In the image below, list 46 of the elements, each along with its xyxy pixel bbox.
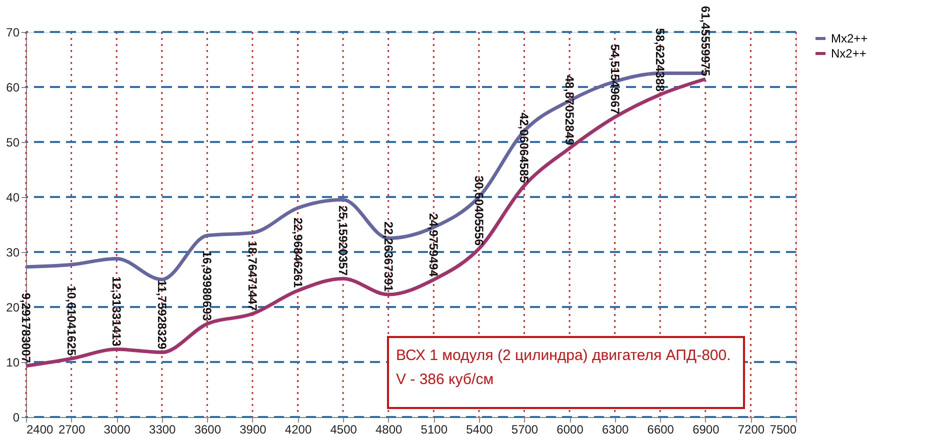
data-label: 11,75928329 bbox=[154, 280, 169, 350]
x-tick-label: 6900 bbox=[692, 422, 720, 436]
data-label: 22,26367391 bbox=[381, 221, 396, 292]
y-tick-label: 20 bbox=[6, 300, 20, 314]
annotation: V - 386 куб/см bbox=[396, 371, 494, 388]
y-tick-label: 30 bbox=[6, 246, 20, 260]
data-label: 25,15920357 bbox=[336, 206, 350, 276]
x-tick-label: 3000 bbox=[104, 422, 131, 436]
x-tick-label: 3900 bbox=[240, 422, 267, 436]
data-label: 58,6224388 bbox=[653, 28, 668, 92]
y-tick-label: 10 bbox=[6, 356, 20, 370]
data-label: 24,9759494 bbox=[426, 213, 441, 277]
x-tick-label: 3300 bbox=[149, 422, 176, 436]
x-tick-label: 7200 bbox=[738, 422, 765, 436]
y-tick-label: 40 bbox=[6, 190, 20, 204]
legend-label: Nx2++ bbox=[831, 46, 866, 60]
x-tick-label: 4500 bbox=[330, 422, 358, 436]
data-label: 54,51549667 bbox=[608, 44, 622, 114]
x-tick-label: 7500 bbox=[770, 422, 797, 436]
x-tick-label: 6300 bbox=[602, 422, 629, 436]
data-label: 9,291783007 bbox=[19, 292, 33, 364]
x-tick-label: 6000 bbox=[556, 422, 584, 436]
x-tick-label: 5700 bbox=[511, 422, 538, 436]
data-label: 10,61041625 bbox=[64, 286, 78, 356]
x-tick-label: 6600 bbox=[647, 422, 674, 436]
data-label: 16,93980693 bbox=[200, 250, 214, 322]
x-tick-label: 4800 bbox=[376, 422, 403, 436]
data-label: 30,60405556 bbox=[472, 176, 486, 246]
data-label: 61,45559975 bbox=[698, 6, 712, 76]
data-label: 12,31331413 bbox=[110, 276, 124, 347]
x-tick-label: 5100 bbox=[420, 422, 448, 436]
data-label: 48,87052849 bbox=[562, 75, 577, 146]
y-tick-label: 0 bbox=[12, 410, 20, 424]
x-tick-label: 3600 bbox=[194, 422, 222, 436]
y-tick-label: 70 bbox=[6, 26, 20, 40]
data-label: 18,76471447 bbox=[245, 240, 260, 312]
x-tick-label: 2700 bbox=[58, 422, 86, 436]
y-tick-label: 50 bbox=[6, 136, 20, 150]
y-tick-label: 60 bbox=[6, 80, 20, 94]
x-tick-label: 2400 bbox=[26, 422, 54, 436]
annotation: ВСХ 1 модуля (2 цилиндра) двигателя АПД-800. bbox=[396, 347, 731, 364]
legend-label: Mx2++ bbox=[831, 32, 868, 46]
x-tick-label: 5400 bbox=[466, 422, 494, 436]
x-tick-label: 4200 bbox=[284, 422, 312, 436]
data-label: 22,96846261 bbox=[290, 218, 305, 288]
data-label: 42,06064585 bbox=[517, 112, 532, 183]
